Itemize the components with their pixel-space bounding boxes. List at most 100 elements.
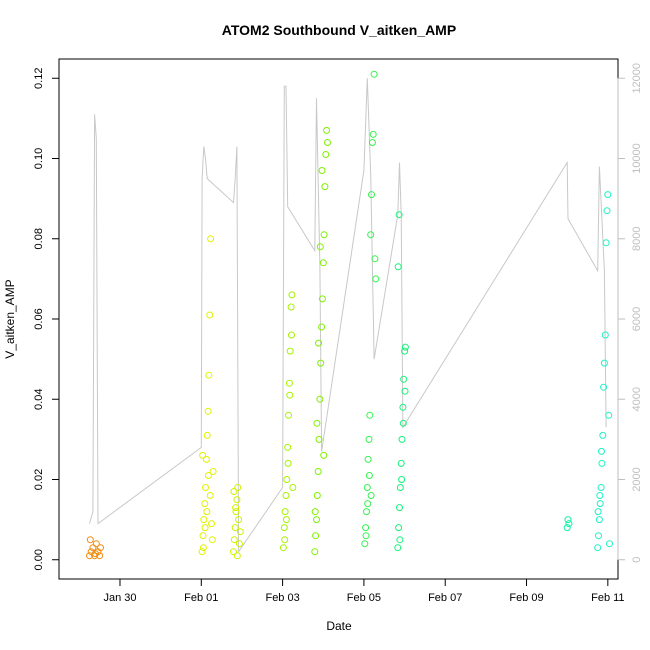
data-point bbox=[206, 311, 214, 319]
data-point bbox=[368, 191, 375, 199]
data-point bbox=[322, 151, 330, 158]
data-point bbox=[311, 508, 319, 516]
data-point bbox=[285, 379, 293, 387]
data-point bbox=[316, 395, 324, 403]
data-point bbox=[289, 484, 297, 491]
data-point bbox=[285, 411, 292, 419]
data-point bbox=[395, 211, 403, 219]
data-point bbox=[605, 411, 613, 419]
data-point bbox=[396, 504, 403, 512]
data-point bbox=[205, 371, 213, 379]
data-point bbox=[601, 331, 609, 339]
series-4 bbox=[311, 126, 331, 556]
y-left-tick-label: 0.12 bbox=[33, 68, 45, 89]
data-point bbox=[594, 508, 602, 516]
data-point bbox=[370, 70, 378, 78]
data-point bbox=[313, 516, 320, 524]
data-point bbox=[600, 359, 608, 367]
data-point bbox=[206, 492, 214, 499]
data-point bbox=[287, 303, 295, 311]
data-point bbox=[86, 536, 94, 544]
data-point bbox=[311, 548, 319, 556]
data-point bbox=[87, 548, 95, 556]
y-left-tick-label: 0.02 bbox=[33, 469, 45, 490]
data-point bbox=[204, 407, 212, 415]
data-point bbox=[314, 468, 322, 475]
data-point bbox=[201, 524, 209, 532]
data-point bbox=[203, 431, 211, 439]
data-point bbox=[596, 500, 604, 508]
data-point bbox=[603, 207, 611, 215]
data-point bbox=[282, 516, 290, 524]
data-point bbox=[367, 492, 375, 499]
x-tick-label: Feb 11 bbox=[591, 592, 624, 604]
secondary-line-layer bbox=[89, 78, 607, 554]
series-1 bbox=[198, 235, 217, 556]
data-point bbox=[315, 435, 323, 443]
data-point bbox=[288, 331, 295, 339]
data-point bbox=[233, 496, 241, 504]
data-point bbox=[209, 468, 217, 475]
data-point bbox=[401, 387, 409, 395]
data-point bbox=[595, 516, 603, 524]
y-left-tick-label: 0.04 bbox=[33, 389, 45, 410]
data-point bbox=[596, 492, 604, 499]
data-point bbox=[96, 552, 104, 560]
data-point bbox=[312, 532, 320, 540]
x-tick-label: Feb 05 bbox=[347, 592, 381, 604]
series-8 bbox=[594, 191, 613, 552]
data-point bbox=[318, 167, 326, 174]
data-point bbox=[286, 391, 294, 399]
y-right-tick-label: 12000 bbox=[631, 63, 643, 94]
data-point bbox=[399, 403, 407, 411]
data-point bbox=[320, 451, 328, 459]
x-tick-label: Feb 01 bbox=[184, 592, 218, 604]
data-point bbox=[97, 544, 104, 552]
data-point bbox=[198, 548, 206, 556]
series-6 bbox=[394, 211, 409, 552]
data-point bbox=[199, 544, 207, 552]
data-point bbox=[597, 484, 605, 491]
data-point bbox=[279, 544, 287, 552]
data-point bbox=[399, 419, 407, 427]
series-0 bbox=[86, 536, 104, 560]
data-point bbox=[363, 484, 371, 491]
data-point bbox=[207, 235, 215, 243]
data-point bbox=[316, 243, 324, 251]
data-point bbox=[362, 524, 370, 532]
series-7 bbox=[563, 516, 573, 532]
data-point bbox=[401, 347, 409, 355]
data-point bbox=[606, 540, 613, 548]
data-point bbox=[281, 508, 289, 516]
data-point bbox=[365, 435, 373, 443]
data-point bbox=[200, 516, 208, 524]
data-point bbox=[371, 255, 379, 263]
data-point bbox=[235, 516, 243, 524]
data-point bbox=[372, 275, 380, 283]
data-point bbox=[236, 528, 244, 536]
data-point bbox=[395, 524, 403, 532]
data-point bbox=[594, 544, 602, 552]
y-left-tick-label: 0.08 bbox=[33, 228, 45, 249]
data-point bbox=[230, 488, 238, 495]
plot-frame bbox=[58, 58, 619, 580]
data-point bbox=[367, 231, 375, 239]
scatter-points-layer bbox=[86, 70, 613, 560]
data-point bbox=[286, 347, 294, 355]
data-point bbox=[89, 544, 97, 552]
data-point bbox=[313, 492, 321, 499]
data-point bbox=[361, 540, 369, 548]
y-axis-label: V_aitken_AMP bbox=[3, 279, 17, 358]
data-point bbox=[398, 476, 406, 483]
y-right-tick-label: 0 bbox=[631, 557, 643, 563]
data-point bbox=[199, 532, 207, 540]
data-point bbox=[283, 476, 291, 483]
data-point bbox=[401, 343, 409, 351]
data-point bbox=[368, 139, 376, 146]
data-point bbox=[282, 492, 290, 499]
data-point bbox=[284, 443, 292, 451]
data-point bbox=[604, 191, 612, 199]
data-point bbox=[595, 532, 602, 540]
data-point bbox=[232, 508, 240, 516]
